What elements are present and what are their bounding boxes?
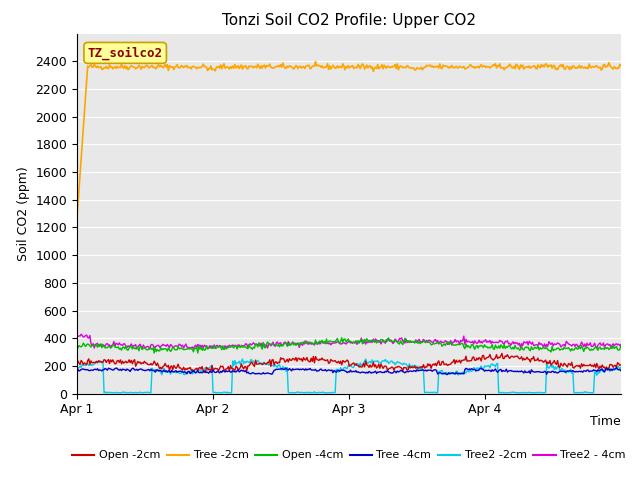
Tree -2cm — [312, 59, 319, 64]
Line: Tree2 - 4cm: Tree2 - 4cm — [77, 334, 621, 349]
Open -4cm — [150, 350, 158, 356]
Tree2 -2cm — [399, 362, 406, 368]
Tree -4cm — [335, 367, 342, 373]
Tree2 - 4cm — [606, 342, 614, 348]
Tree2 -2cm — [337, 365, 344, 371]
Open -4cm — [332, 337, 340, 343]
Tree -4cm — [442, 372, 450, 377]
X-axis label: Time: Time — [590, 415, 621, 428]
Tree -4cm — [605, 367, 612, 372]
Open -2cm — [336, 360, 344, 366]
Tree -4cm — [617, 368, 625, 373]
Tree -4cm — [73, 368, 81, 374]
Tree2 -2cm — [73, 365, 81, 371]
Title: Tonzi Soil CO2 Profile: Upper CO2: Tonzi Soil CO2 Profile: Upper CO2 — [222, 13, 476, 28]
Tree2 - 4cm — [521, 339, 529, 345]
Open -2cm — [617, 362, 625, 368]
Open -2cm — [332, 360, 340, 365]
Tree -2cm — [617, 63, 625, 69]
Line: Tree -2cm: Tree -2cm — [77, 61, 621, 220]
Tree -4cm — [332, 369, 339, 374]
Tree2 - 4cm — [399, 338, 406, 344]
Tree2 - 4cm — [333, 339, 341, 345]
Tree2 -2cm — [606, 369, 614, 374]
Open -4cm — [521, 345, 529, 351]
Tree2 -2cm — [116, 390, 124, 396]
Tree -4cm — [612, 365, 620, 371]
Open -2cm — [202, 370, 209, 375]
Open -4cm — [617, 343, 625, 348]
Open -2cm — [606, 362, 614, 368]
Tree2 -2cm — [617, 364, 625, 370]
Line: Tree2 -2cm: Tree2 -2cm — [77, 359, 621, 393]
Tree -2cm — [605, 60, 612, 65]
Open -2cm — [398, 365, 406, 371]
Tree -4cm — [397, 368, 404, 373]
Open -2cm — [369, 363, 376, 369]
Tree -2cm — [332, 65, 340, 71]
Open -2cm — [498, 350, 506, 356]
Tree2 -2cm — [239, 356, 246, 362]
Tree2 - 4cm — [369, 336, 377, 342]
Open -4cm — [336, 340, 344, 346]
Tree2 - 4cm — [617, 342, 625, 348]
Line: Tree -4cm: Tree -4cm — [77, 368, 621, 374]
Y-axis label: Soil CO2 (ppm): Soil CO2 (ppm) — [17, 166, 29, 261]
Tree -2cm — [398, 63, 406, 69]
Open -4cm — [369, 337, 377, 343]
Open -2cm — [521, 357, 529, 362]
Tree -2cm — [520, 66, 527, 72]
Tree2 - 4cm — [73, 333, 81, 339]
Tree -4cm — [367, 370, 375, 376]
Tree -2cm — [369, 64, 376, 70]
Tree2 -2cm — [369, 359, 377, 365]
Tree2 - 4cm — [146, 346, 154, 352]
Line: Open -4cm: Open -4cm — [77, 338, 621, 353]
Line: Open -2cm: Open -2cm — [77, 353, 621, 372]
Tree2 -2cm — [333, 367, 341, 372]
Tree2 -2cm — [521, 390, 529, 396]
Open -4cm — [399, 342, 406, 348]
Legend: Open -2cm, Tree -2cm, Open -4cm, Tree -4cm, Tree2 -2cm, Tree2 - 4cm: Open -2cm, Tree -2cm, Open -4cm, Tree -4… — [68, 446, 630, 465]
Tree2 - 4cm — [337, 341, 344, 347]
Tree -2cm — [336, 64, 344, 70]
Tree -2cm — [73, 217, 81, 223]
Open -4cm — [338, 335, 346, 341]
Open -4cm — [73, 342, 81, 348]
Tree -4cm — [520, 370, 527, 376]
Tree2 - 4cm — [77, 331, 85, 337]
Open -2cm — [73, 360, 81, 366]
Open -4cm — [606, 346, 614, 352]
Text: TZ_soilco2: TZ_soilco2 — [88, 46, 163, 60]
